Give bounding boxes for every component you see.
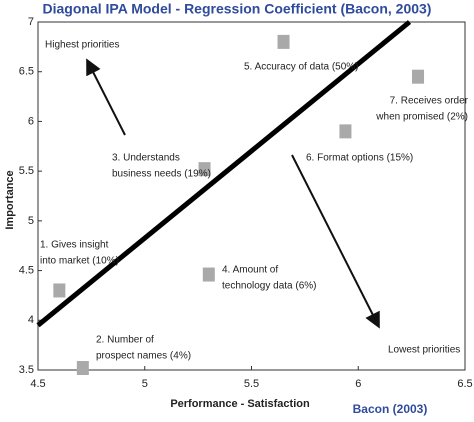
point-label: when promised (2%) bbox=[375, 112, 468, 123]
point-label: 1. Gives insight bbox=[40, 240, 109, 251]
x-tick-label: 6.5 bbox=[457, 378, 472, 390]
source: Bacon (2003) bbox=[353, 402, 428, 416]
point bbox=[412, 69, 425, 84]
point-label: technology data (6%) bbox=[222, 281, 317, 292]
point-label: 5. Accuracy of data (50%) bbox=[244, 62, 359, 73]
y-tick-label: 6.5 bbox=[19, 66, 34, 78]
chart-title: Diagonal IPA Model - Regression Coeffici… bbox=[43, 1, 432, 17]
point-label: prospect names (4%) bbox=[96, 351, 191, 362]
point bbox=[53, 283, 66, 298]
point-label: 7. Receives order bbox=[390, 96, 469, 107]
x-tick-label: 5.5 bbox=[244, 378, 259, 390]
arrow bbox=[86, 58, 126, 136]
point bbox=[277, 34, 290, 49]
x-axis-label: Performance - Satisfaction bbox=[170, 398, 310, 410]
x-tick-label: 5 bbox=[142, 378, 148, 390]
point-label: into market (10%) bbox=[40, 256, 119, 267]
point-label: 4. Amount of bbox=[222, 265, 278, 276]
y-tick-label: 5.5 bbox=[19, 165, 34, 177]
point-label: business needs (19%) bbox=[112, 169, 211, 180]
annotation: Lowest priorities bbox=[388, 345, 460, 356]
y-tick-label: 5 bbox=[28, 215, 34, 227]
y-tick-label: 6 bbox=[28, 115, 34, 127]
y-axis-label: Importance bbox=[4, 170, 16, 229]
point-label: 2. Number of bbox=[96, 335, 154, 346]
arrow bbox=[291, 154, 380, 329]
point bbox=[76, 361, 89, 376]
diagonal-line bbox=[36, 20, 412, 328]
y-tick-label: 7 bbox=[28, 16, 34, 28]
point bbox=[198, 162, 211, 177]
plot-frame bbox=[37, 21, 466, 371]
point-label: 6. Format options (15%) bbox=[306, 153, 413, 164]
point-label: 3. Understands bbox=[112, 153, 180, 164]
y-tick-label: 4 bbox=[28, 314, 34, 326]
point bbox=[339, 124, 352, 139]
annotation: Highest priorities bbox=[45, 40, 119, 51]
y-tick-label: 3.5 bbox=[19, 364, 34, 376]
x-tick-label: 6 bbox=[355, 378, 361, 390]
y-tick-label: 4.5 bbox=[19, 264, 34, 276]
point bbox=[202, 267, 215, 282]
x-tick-label: 4.5 bbox=[30, 378, 45, 390]
